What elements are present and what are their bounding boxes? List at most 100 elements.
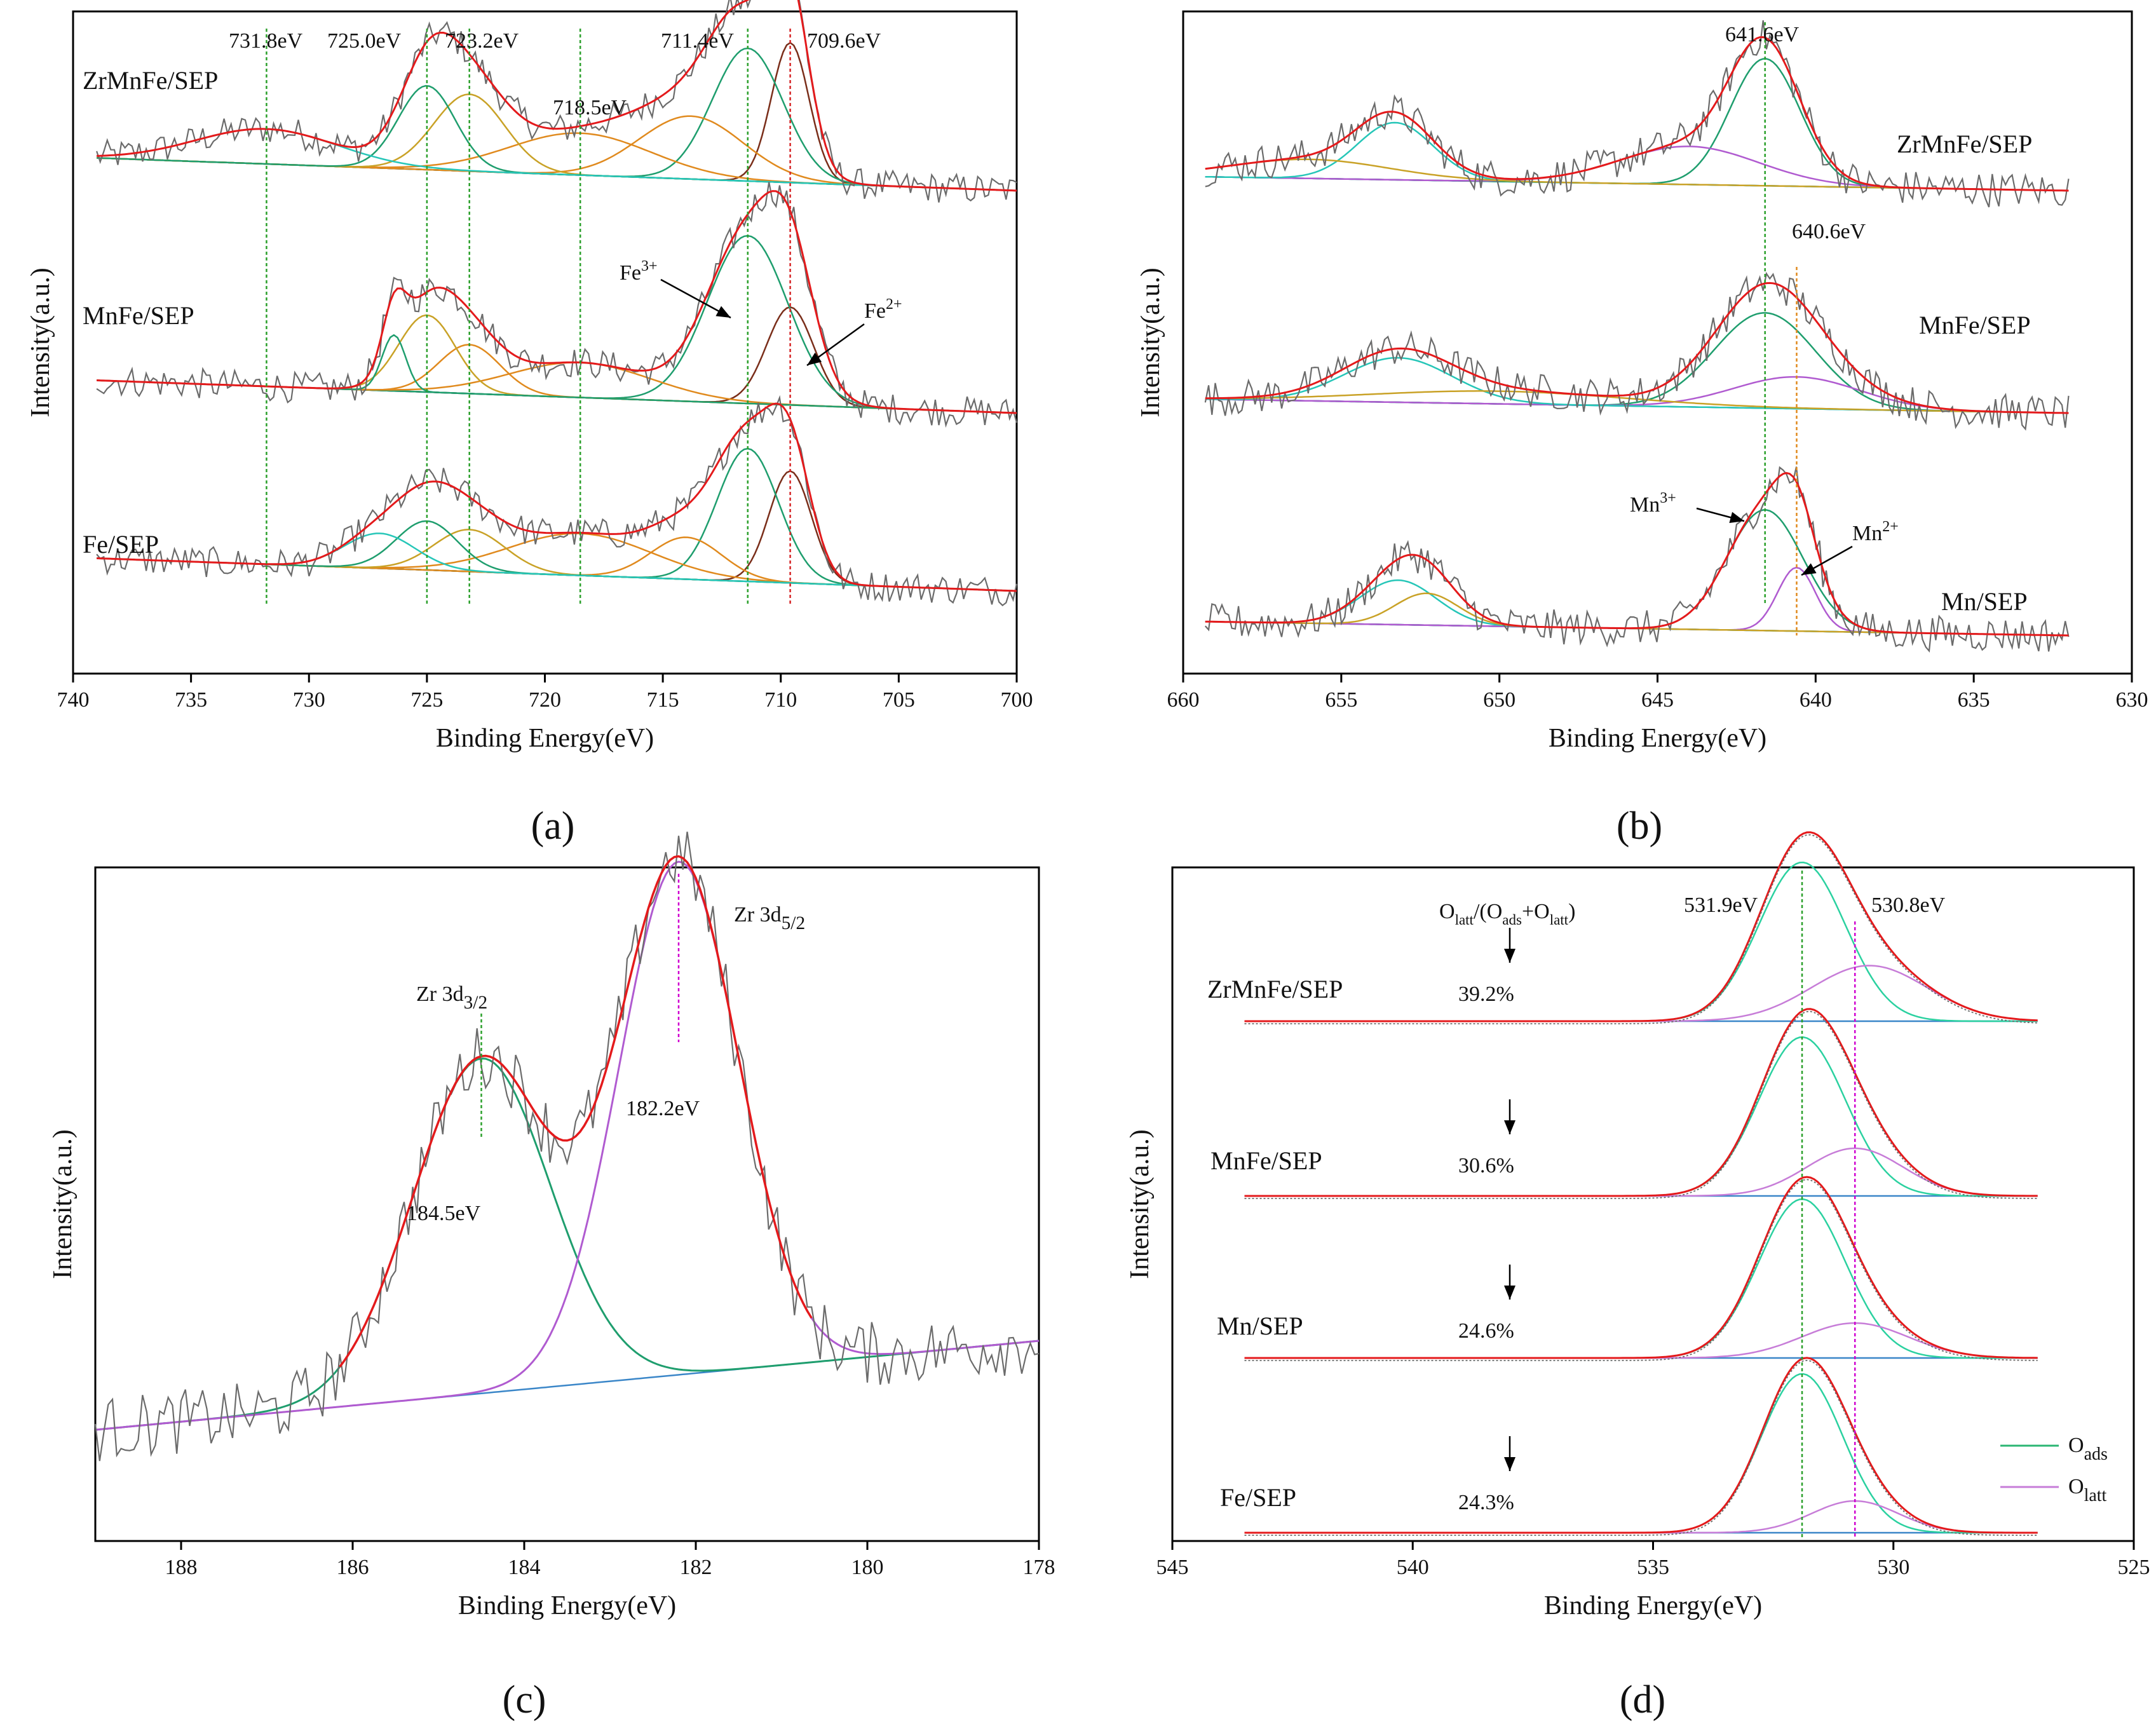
panel-c-tick-label: 184 xyxy=(508,1556,541,1579)
panel-a-peak-label: 723.2eV xyxy=(445,29,519,53)
panel-a-ZrMnFe-SEP-raw-data-line xyxy=(96,0,1017,203)
panel-a-Fe-SEP-component-peak xyxy=(97,520,1017,592)
panel-c-component-peak xyxy=(95,1057,1040,1431)
panel-c-tick-label: 188 xyxy=(165,1556,198,1579)
panel-b-Mn-SEP-raw-data-line xyxy=(1204,466,2070,653)
panel-a-fe3-label: Fe3+ xyxy=(620,258,658,285)
panel-b-peak-label: 641.6eV xyxy=(1725,23,1800,46)
panel-c-component-peak xyxy=(95,860,1040,1431)
panel-d-ZrMnFe-SEP-oads-peak xyxy=(1244,861,2038,1022)
panel-c-zr3d52-label: Zr 3d5/2 xyxy=(734,903,805,933)
panel-d-sample-label: Mn/SEP xyxy=(1217,1312,1303,1340)
panel-b-mn3-arrow-head xyxy=(1729,512,1744,524)
panel-a-fe2p: 740 735 730 725 720 715 710 705 700 Binding Energ… xyxy=(26,0,1033,753)
panel-b-peak-label: 640.6eV xyxy=(1792,220,1866,243)
panel-letter-b: (b) xyxy=(1617,804,1662,848)
panel-a-ZrMnFe-SEP-component-peak xyxy=(97,132,1017,192)
panel-a-ZrMnFe-SEP-component-peak xyxy=(97,115,1017,192)
panel-a-peak-label: 709.6eV xyxy=(807,29,881,53)
panel-a-peak-label: 711.4eV xyxy=(661,29,734,53)
panel-d-Fe-SEP-olatt-peak xyxy=(1244,1500,2038,1534)
panel-d-Mn-SEP-raw-data-line xyxy=(1244,1179,2038,1361)
panel-b-tick-label: 630 xyxy=(2116,688,2148,712)
panel-c-tick-label: 186 xyxy=(337,1556,369,1579)
panel-d-Fe-SEP-fit-envelope xyxy=(1244,1357,2038,1534)
panel-a-MnFe-SEP-fit-envelope xyxy=(97,190,1017,414)
panel-a-peak-label: 731.8eV xyxy=(229,29,303,53)
panel-d-Fe-SEP-oads-peak xyxy=(1244,1373,2038,1534)
panel-d-Mn-SEP-olatt-peak xyxy=(1244,1322,2038,1359)
panel-d-legend-label: Oads xyxy=(2068,1434,2108,1464)
panel-a-peak-label: 718.5eV xyxy=(553,96,627,119)
panel-a-peak-label: 725.0eV xyxy=(327,29,402,53)
panel-a-tick-label: 720 xyxy=(529,688,561,712)
panel-c-plot-frame xyxy=(94,866,1040,1542)
panel-b-y-axis-label: Intensity(a.u.) xyxy=(1136,268,1165,417)
panel-a-tick-label: 710 xyxy=(764,688,797,712)
panel-b-tick-label: 645 xyxy=(1641,688,1674,712)
panel-a-y-axis-label: Intensity(a.u.) xyxy=(26,268,55,417)
panel-c-zr3d32-label: Zr 3d3/2 xyxy=(416,982,487,1013)
panel-b-mn2-arrow-head xyxy=(1801,563,1817,575)
panel-a-sample-label: MnFe/SEP xyxy=(83,301,194,330)
panel-c-tick-label: 180 xyxy=(851,1556,884,1579)
panel-a-Fe-SEP-component-peak xyxy=(97,529,1017,592)
panel-d-ratio-value: 30.6% xyxy=(1458,1154,1514,1178)
panel-d-sample-label: ZrMnFe/SEP xyxy=(1207,975,1343,1003)
panel-d-sample-label: MnFe/SEP xyxy=(1210,1146,1322,1175)
panel-d-tick-label: 535 xyxy=(1637,1556,1669,1579)
panel-b-tick-label: 655 xyxy=(1325,688,1357,712)
panel-d-y-axis-label: Intensity(a.u.) xyxy=(1125,1129,1155,1279)
panel-a-MnFe-SEP-component-peak xyxy=(97,234,1017,414)
panel-a-Fe-SEP-component-peak xyxy=(97,536,1017,592)
panel-a-sample-label: Fe/SEP xyxy=(83,530,159,559)
panel-b-mn2p: 660 655 650 645 640 635 630 Binding Energy(eV) I… xyxy=(1136,10,2148,753)
panel-a-tick-label: 740 xyxy=(57,688,90,712)
panel-c-peak-label: 182.2eV xyxy=(626,1097,700,1120)
panel-d-ratio-value: 39.2% xyxy=(1458,982,1514,1006)
panel-a-fe2-arrow-head xyxy=(807,352,822,365)
panel-a-tick-label: 700 xyxy=(1001,688,1033,712)
panel-d-peak-label: 530.8eV xyxy=(1871,893,1946,917)
panel-d-MnFe-SEP-fit-envelope xyxy=(1244,1008,2038,1197)
panel-a-ZrMnFe-SEP-component-peak xyxy=(97,47,1017,192)
panel-b-ZrMnFe-SEP-fit-envelope xyxy=(1205,36,2069,192)
panel-b-sample-label: MnFe/SEP xyxy=(1919,311,2031,339)
panel-c-tick-label: 182 xyxy=(680,1556,712,1579)
panel-a-x-axis-label: Binding Energy(eV) xyxy=(436,724,654,753)
panel-c-zr3d: 188 186 184 182 180 178 Binding Energy(eV) Inte… xyxy=(48,831,1055,1620)
panel-d-ratio-arrow-head xyxy=(1504,949,1515,963)
panel-c-peak-label: 184.5eV xyxy=(407,1202,481,1225)
panel-b-sample-label: Mn/SEP xyxy=(1941,587,2028,616)
panel-b-tick-label: 635 xyxy=(1958,688,1990,712)
panel-d-ratio-value: 24.6% xyxy=(1458,1319,1514,1343)
panel-b-sample-label: ZrMnFe/SEP xyxy=(1897,130,2032,158)
panel-b-tick-label: 650 xyxy=(1483,688,1515,712)
panel-a-fe2-label: Fe2+ xyxy=(864,296,902,323)
panel-b-Mn-SEP-fit-envelope xyxy=(1205,472,2069,637)
panel-b-plot-frame xyxy=(1182,10,2133,675)
panel-c-x-axis-label: Binding Energy(eV) xyxy=(458,1591,676,1620)
panel-d-ratio-arrow-head xyxy=(1504,1120,1515,1134)
panel-a-MnFe-SEP-component-peak xyxy=(97,344,1017,414)
panel-b-tick-label: 640 xyxy=(1800,688,1832,712)
panel-a-tick-label: 730 xyxy=(293,688,325,712)
panel-d-ZrMnFe-SEP-raw-data-line xyxy=(1244,834,2038,1024)
panel-c-raw-data-line xyxy=(94,831,1040,1462)
panel-c-tick-label: 178 xyxy=(1023,1556,1055,1579)
panel-d-Mn-SEP-oads-peak xyxy=(1244,1198,2038,1359)
panel-d-ratio-header: Olatt/(Oads+Olatt) xyxy=(1439,900,1575,928)
panel-d-ZrMnFe-SEP-fit-envelope xyxy=(1244,831,2038,1022)
panel-d-Mn-SEP-fit-envelope xyxy=(1244,1176,2038,1359)
panel-a-tick-label: 705 xyxy=(883,688,915,712)
panel-d-ratio-value: 24.3% xyxy=(1458,1491,1514,1514)
panel-d-x-axis-label: Binding Energy(eV) xyxy=(1544,1591,1762,1620)
panel-d-tick-label: 545 xyxy=(1156,1556,1189,1579)
panel-a-tick-label: 735 xyxy=(175,688,207,712)
panel-b-mn3-label: Mn3+ xyxy=(1630,490,1676,517)
panel-a-Fe-SEP-raw-data-line xyxy=(96,395,1018,607)
panel-b-mn2-label: Mn2+ xyxy=(1852,519,1899,545)
panel-d-tick-label: 525 xyxy=(2118,1556,2150,1579)
panel-a-sample-label: ZrMnFe/SEP xyxy=(83,66,218,95)
